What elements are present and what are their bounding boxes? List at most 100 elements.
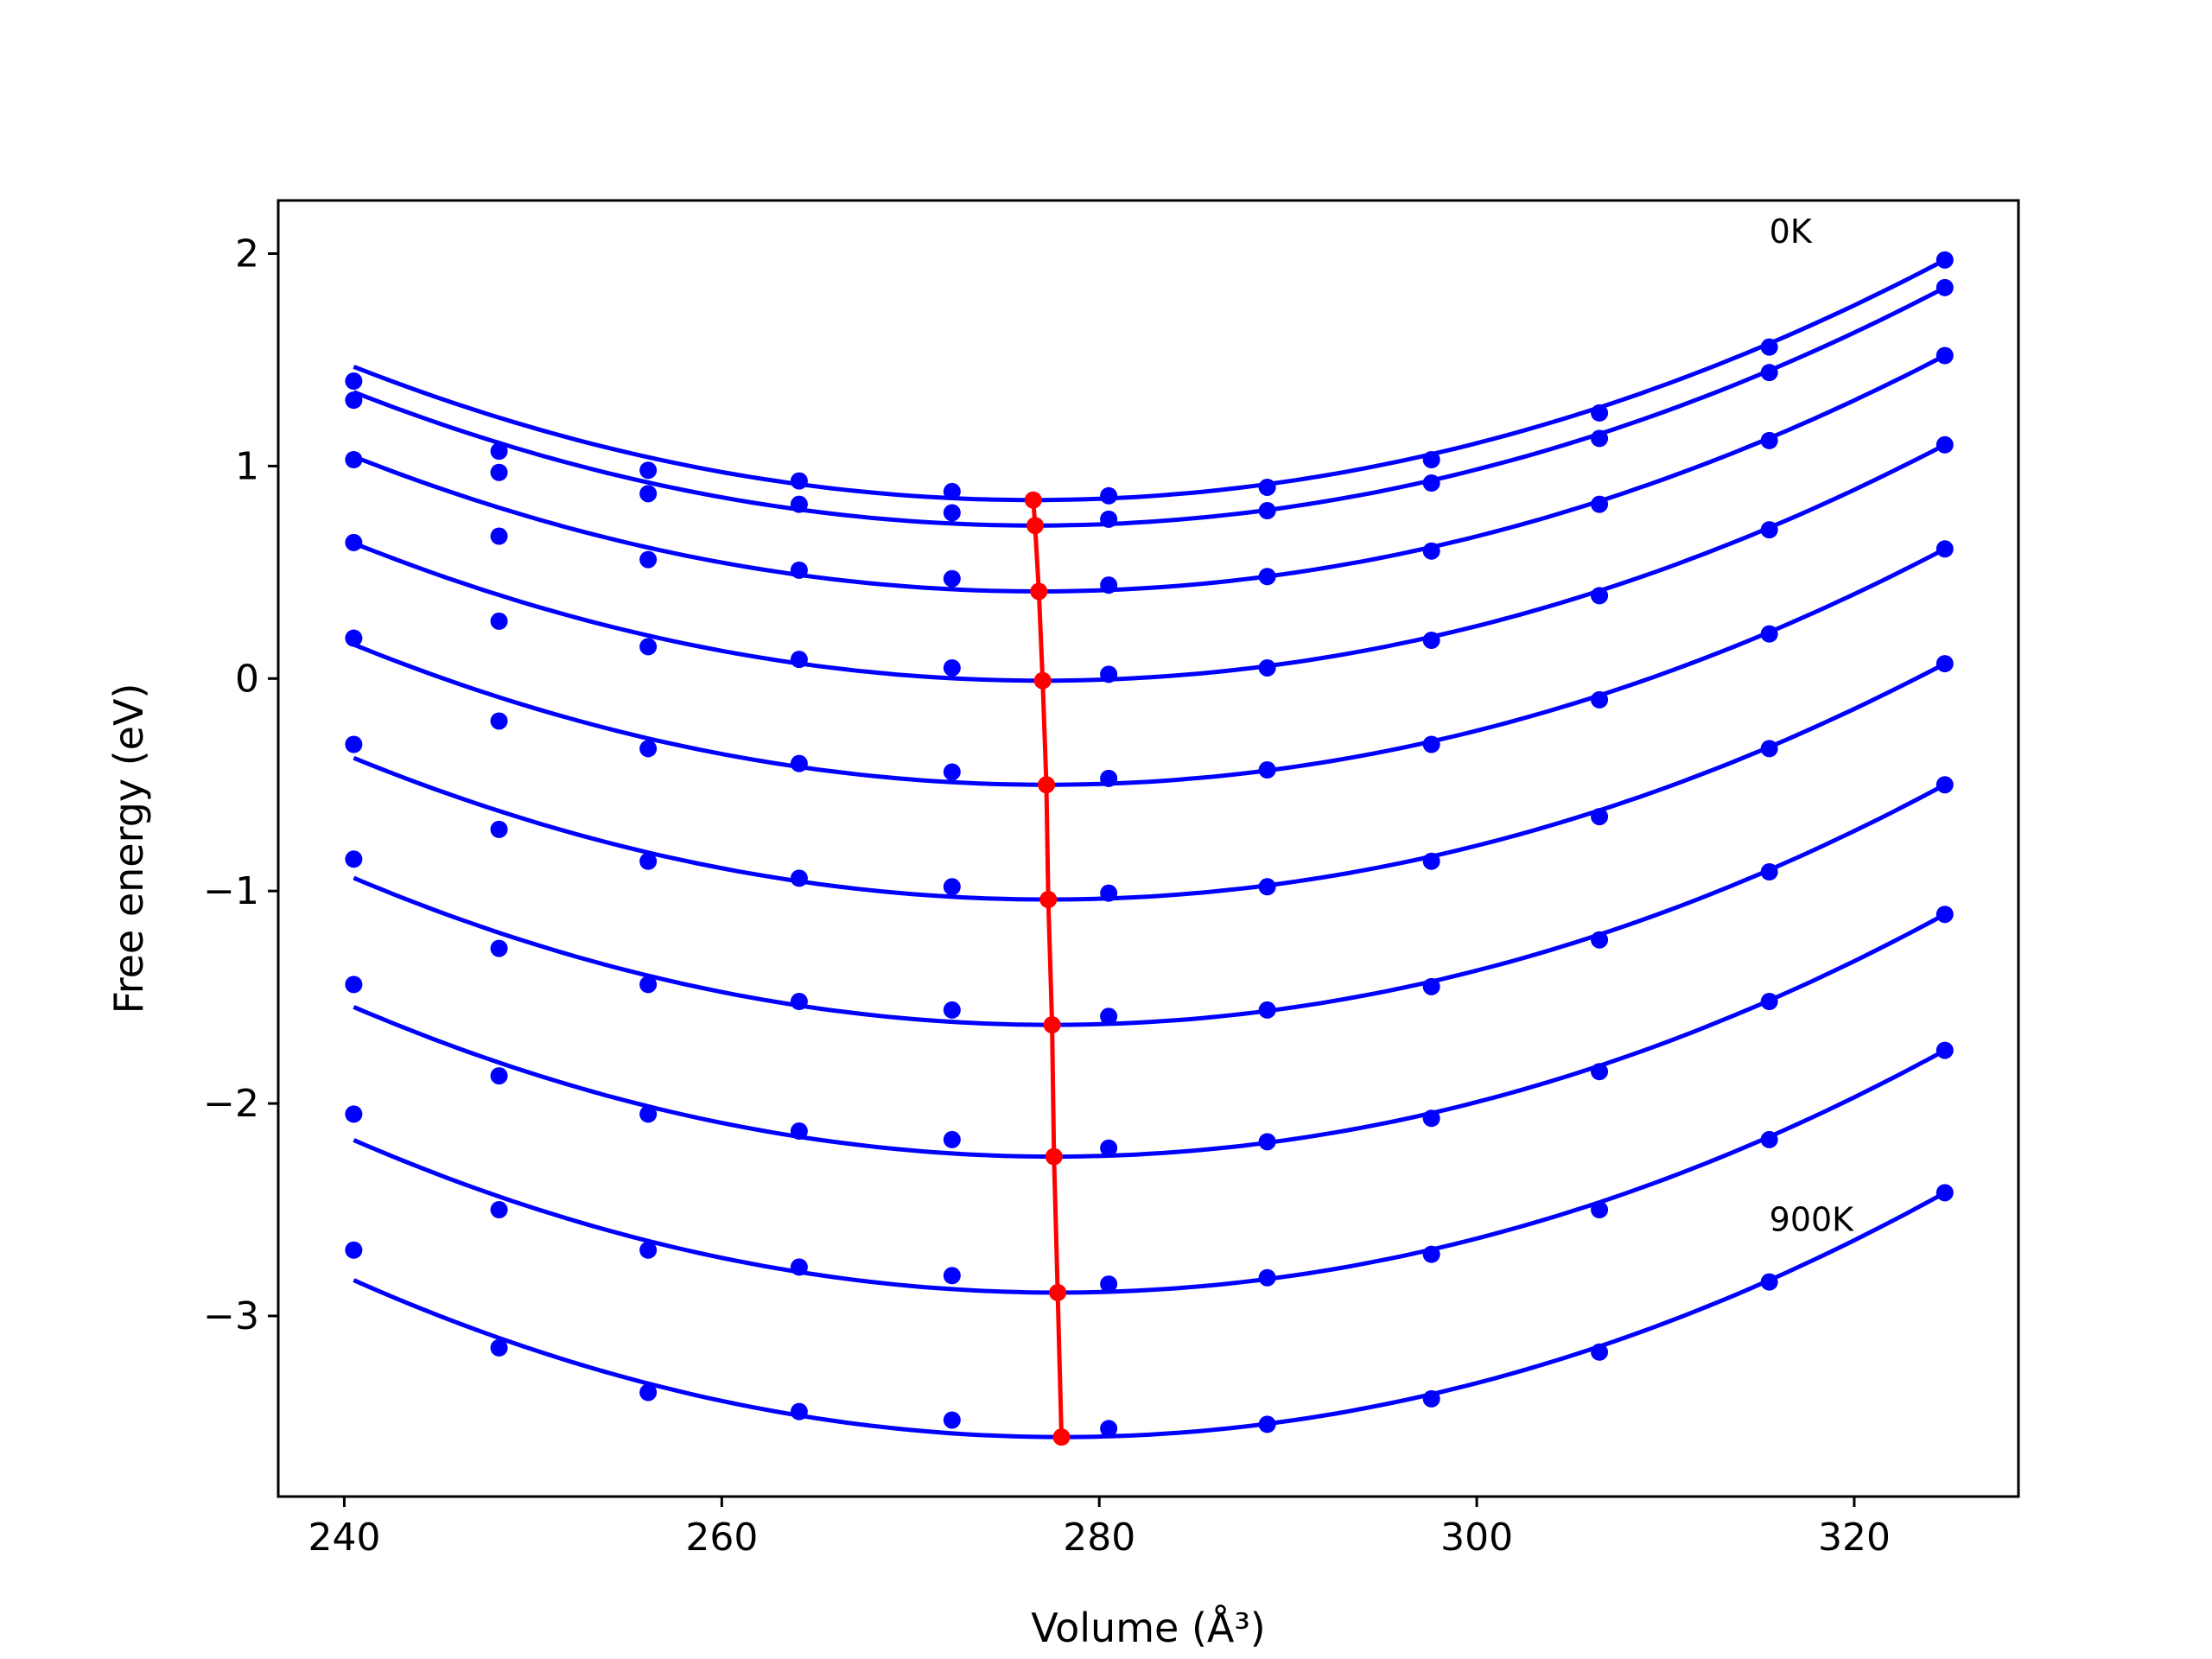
- data-point: [1422, 542, 1440, 560]
- plot-frame: [276, 199, 2020, 1498]
- minimum-point: [1049, 1283, 1067, 1301]
- data-point: [1591, 931, 1609, 949]
- data-point: [639, 1105, 658, 1123]
- fit-curve-8: [353, 1048, 1946, 1295]
- data-point: [345, 629, 363, 647]
- data-point: [1591, 495, 1609, 513]
- x-axis-ticks: 240 260 280 300 320: [308, 1497, 1891, 1560]
- minimum-point: [1030, 582, 1048, 601]
- data-point: [943, 1411, 961, 1429]
- data-point: [490, 1201, 508, 1219]
- data-point: [345, 976, 363, 994]
- data-point: [639, 1241, 658, 1259]
- data-point: [345, 1105, 363, 1123]
- annotation-label: 0K: [1770, 213, 1813, 251]
- x-tick-label: 300: [1440, 1516, 1513, 1560]
- y-tick-label: −1: [203, 869, 259, 913]
- minimum-point: [1043, 1016, 1061, 1034]
- data-point: [943, 763, 961, 781]
- data-point: [1760, 338, 1778, 356]
- data-point: [1100, 665, 1118, 683]
- data-point: [490, 1067, 508, 1085]
- x-tick-label: 240: [308, 1516, 380, 1560]
- data-point: [345, 1241, 363, 1259]
- annotations: 0K 900K: [1770, 213, 1855, 1238]
- data-point: [1100, 769, 1118, 787]
- data-point: [1258, 502, 1276, 520]
- data-point: [639, 1383, 658, 1402]
- data-point: [1936, 1041, 1954, 1059]
- data-point: [1422, 735, 1440, 753]
- data-point: [1591, 429, 1609, 448]
- data-point: [790, 869, 808, 887]
- data-point: [1422, 1245, 1440, 1263]
- data-point: [1936, 1184, 1954, 1202]
- data-point: [790, 754, 808, 772]
- data-point: [1422, 852, 1440, 870]
- data-point: [1591, 690, 1609, 709]
- data-point: [1100, 1275, 1118, 1294]
- data-point: [943, 1130, 961, 1148]
- data-point: [790, 993, 808, 1011]
- data-point: [1591, 1063, 1609, 1081]
- data-point: [1760, 740, 1778, 758]
- data-point: [345, 372, 363, 391]
- data-point: [345, 391, 363, 410]
- data-point: [1936, 655, 1954, 673]
- data-point: [345, 850, 363, 868]
- data-point: [1760, 431, 1778, 449]
- data-point: [1100, 1420, 1118, 1438]
- data-point: [1258, 1268, 1276, 1287]
- minima-line: [1024, 491, 1071, 1446]
- fit-curve-7: [353, 912, 1946, 1160]
- annotation-label: 900K: [1770, 1201, 1855, 1239]
- data-point: [1100, 510, 1118, 528]
- data-point: [639, 976, 658, 994]
- data-point: [490, 463, 508, 481]
- minimum-point: [1038, 776, 1056, 794]
- data-point: [1100, 1007, 1118, 1026]
- data-point: [1100, 486, 1118, 505]
- data-point: [490, 939, 508, 957]
- data-point: [1591, 404, 1609, 422]
- data-point: [1422, 1109, 1440, 1128]
- data-point: [790, 1258, 808, 1276]
- minimum-point: [1045, 1147, 1063, 1166]
- data-point: [1936, 278, 1954, 296]
- minimum-point: [1026, 517, 1044, 535]
- y-tick-label: 0: [235, 657, 259, 701]
- data-point: [1760, 993, 1778, 1011]
- data-point: [943, 1001, 961, 1019]
- data-point: [639, 638, 658, 656]
- x-axis-title: Volume (Å³): [1031, 1605, 1266, 1651]
- y-tick-label: −3: [203, 1294, 259, 1338]
- data-point: [1422, 632, 1440, 650]
- data-point: [1100, 1139, 1118, 1157]
- data-point: [943, 1267, 961, 1285]
- y-tick-label: 1: [235, 444, 259, 488]
- fit-curve-3: [353, 442, 1946, 683]
- data-point: [1591, 1201, 1609, 1219]
- data-point: [490, 712, 508, 730]
- data-point: [1760, 625, 1778, 643]
- data-point: [1100, 884, 1118, 902]
- data-point: [639, 461, 658, 480]
- data-point: [943, 482, 961, 500]
- data-point: [1936, 776, 1954, 794]
- data-point: [1591, 587, 1609, 605]
- data-point: [1760, 364, 1778, 382]
- data-point: [1422, 977, 1440, 995]
- minimum-point: [1039, 891, 1058, 909]
- y-axis-title: Free energy (eV): [105, 683, 152, 1014]
- y-tick-label: 2: [235, 232, 259, 276]
- minimum-point: [1052, 1428, 1071, 1446]
- data-point: [790, 1402, 808, 1421]
- data-point: [1760, 1130, 1778, 1148]
- data-point: [1760, 863, 1778, 881]
- data-point: [639, 852, 658, 870]
- data-point: [639, 485, 658, 503]
- data-point: [1422, 474, 1440, 493]
- data-point: [790, 561, 808, 579]
- data-point: [1936, 906, 1954, 924]
- fit-curve-1: [353, 285, 1946, 528]
